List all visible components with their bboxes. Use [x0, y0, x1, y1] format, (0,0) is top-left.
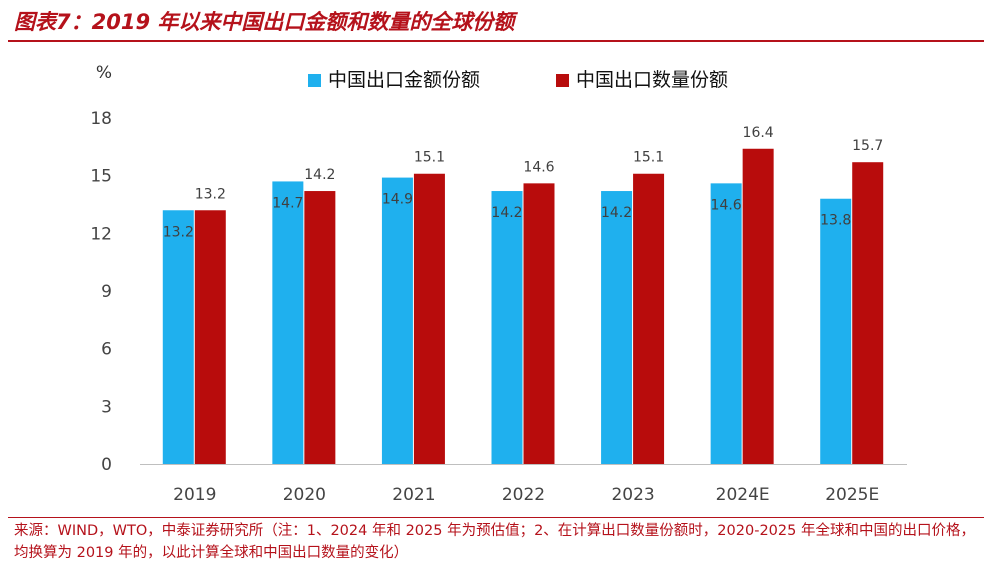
bar-volume-share-2022 [523, 183, 555, 464]
legend-swatch-2 [556, 74, 569, 87]
y-axis-unit-label: % [96, 63, 112, 83]
data-label: 13.8 [820, 213, 851, 229]
data-label: 14.9 [382, 192, 413, 208]
bar-chart: % 中国出口金额份额 中国出口数量份额 0 3 6 9 12 15 18 13.2 13.2 14… [90, 63, 907, 505]
legend-swatch-1 [308, 74, 321, 87]
x-axis: 2019 2020 2021 2022 2023 2024E 2025E [140, 464, 907, 505]
bar-volume-share-2023 [633, 173, 665, 464]
x-tick-label: 2020 [283, 485, 326, 505]
data-label: 14.6 [711, 197, 742, 213]
legend-label-2: 中国出口数量份额 [576, 69, 728, 91]
footer-divider [8, 517, 984, 518]
bar-value-share-2023 [601, 191, 633, 465]
bar-volume-share-2020 [304, 191, 336, 465]
x-tick-label: 2025E [825, 485, 879, 505]
data-label: 14.2 [491, 205, 522, 221]
data-label: 15.1 [414, 150, 445, 166]
y-tick-label: 12 [90, 224, 112, 244]
data-label: 13.2 [163, 224, 194, 240]
x-tick-label: 2019 [173, 485, 216, 505]
x-tick-label: 2021 [392, 485, 435, 505]
bar-volume-share-2025E [852, 162, 884, 464]
chart-title: 图表7：2019 年以来中国出口金额和数量的全球份额 [14, 10, 515, 34]
x-tick-label: 2024E [716, 485, 770, 505]
data-label: 14.2 [304, 167, 335, 183]
data-label: 13.2 [195, 186, 226, 202]
x-tick-label: 2023 [611, 485, 654, 505]
data-label: 14.7 [272, 195, 303, 211]
y-tick-label: 6 [101, 340, 112, 360]
bar-value-share-2025E [820, 198, 852, 464]
y-tick-label: 18 [90, 109, 112, 129]
y-tick-label: 9 [101, 282, 112, 302]
bar-value-share-2022 [491, 191, 523, 465]
legend: 中国出口金额份额 中国出口数量份额 [308, 69, 728, 91]
data-label: 14.6 [523, 159, 554, 175]
bars: 13.213.214.714.214.915.114.214.614.215.1… [162, 125, 884, 465]
x-tick-label: 2022 [502, 485, 545, 505]
header: 图表7：2019 年以来中国出口金额和数量的全球份额 [0, 0, 992, 42]
y-tick-label: 15 [90, 167, 112, 187]
y-tick-label: 3 [101, 397, 112, 417]
title-divider [8, 40, 984, 42]
bar-value-share-2021 [381, 177, 413, 465]
bar-volume-share-2021 [413, 173, 445, 464]
bar-value-share-2019 [162, 210, 194, 464]
data-label: 15.1 [633, 150, 664, 166]
y-axis: 0 3 6 9 12 15 18 [90, 109, 112, 475]
data-label: 16.4 [743, 125, 774, 141]
y-tick-label: 0 [101, 455, 112, 475]
source-note: 来源：WIND，WTO，中泰证券研究所（注：1、2024 年和 2025 年为预… [14, 523, 975, 561]
bar-volume-share-2019 [194, 210, 226, 464]
data-label: 14.2 [601, 205, 632, 221]
bar-value-share-2024E [710, 183, 742, 464]
legend-label-1: 中国出口金额份额 [328, 69, 480, 91]
data-label: 15.7 [852, 138, 883, 154]
bar-value-share-2020 [272, 181, 304, 464]
bar-volume-share-2024E [742, 148, 774, 464]
